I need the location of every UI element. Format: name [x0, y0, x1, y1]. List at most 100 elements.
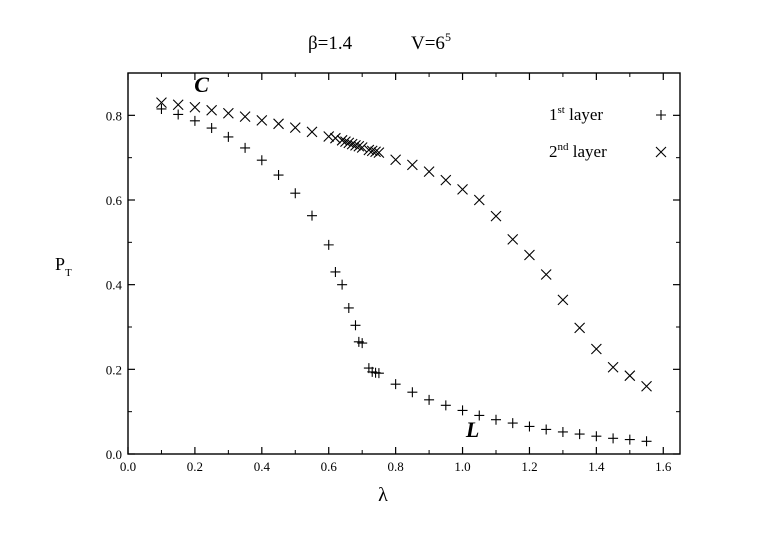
data-point [273, 118, 284, 130]
plot-frame [127, 72, 681, 455]
data-point [330, 266, 341, 277]
data-point [330, 132, 341, 144]
data-point [406, 159, 418, 171]
x-tick-label: 0.4 [254, 459, 271, 474]
data-point [343, 302, 354, 313]
data-point [540, 269, 552, 280]
x-tick-label: 1.4 [588, 459, 605, 474]
data-point [172, 99, 184, 111]
y-axis-label-sub: T [65, 267, 72, 279]
data-point [307, 210, 317, 221]
title-beta: β=1.4 [308, 33, 353, 54]
y-tick-label: 0.2 [106, 362, 122, 377]
x-tick-label: 1.6 [655, 459, 672, 474]
data-point [590, 343, 602, 355]
data-point [357, 338, 368, 349]
data-point [356, 142, 368, 153]
data-point [289, 122, 301, 133]
x-tick-label: 0.8 [388, 459, 404, 474]
y-tick-label: 0.6 [106, 193, 123, 208]
data-point [574, 322, 586, 334]
data-point [574, 429, 585, 440]
x-axis: 0.0 0.2 0.4 0.6 0.8 1.0 1.2 1.4 1.6 [120, 73, 672, 474]
data-point [222, 107, 234, 119]
data-point [457, 405, 468, 416]
y-tick-label: 0.4 [106, 278, 123, 293]
legend-marker [655, 146, 667, 158]
data-point [340, 136, 351, 147]
data-point [346, 138, 358, 150]
data-point [373, 147, 385, 158]
data-point [407, 387, 418, 398]
data-point [474, 410, 485, 421]
title-volume-base: V=6 [411, 33, 445, 54]
data-point [390, 379, 401, 390]
annotation-label: L [465, 417, 479, 442]
series-1 [156, 103, 652, 447]
data-point [189, 101, 201, 113]
y-tick-label: 0.8 [106, 108, 122, 123]
data-point [290, 188, 301, 199]
data-point [323, 239, 334, 250]
data-point [256, 155, 267, 166]
x-tick-label: 0.0 [120, 459, 136, 474]
data-point [337, 279, 348, 290]
x-axis-label: λ [378, 484, 388, 506]
data-point [624, 434, 635, 445]
data-point [473, 194, 485, 206]
chart-title: β=1.4 V=65 [308, 30, 451, 54]
data-point [353, 140, 365, 152]
data-point [189, 115, 200, 126]
title-volume-exp: 5 [445, 30, 451, 44]
annotation-layer: CL [194, 72, 479, 442]
data-point [350, 320, 361, 331]
x-tick-label: 1.0 [454, 459, 470, 474]
data-point [557, 294, 569, 306]
data-point [256, 115, 268, 126]
data-point [156, 103, 167, 114]
data-point [336, 134, 348, 146]
data-point [591, 431, 602, 442]
data-point [373, 368, 384, 379]
y-axis-label-main: P [55, 254, 65, 274]
data-point [607, 361, 619, 373]
data-point [424, 394, 435, 405]
data-point [524, 249, 535, 261]
data-point [173, 109, 184, 120]
data-point [541, 424, 552, 435]
data-point [273, 170, 284, 181]
y-axis: 0.0 0.2 0.4 0.6 0.8 [106, 108, 680, 462]
data-point [206, 123, 217, 134]
data-point [370, 146, 381, 158]
data-point [557, 426, 568, 437]
data-point [641, 380, 652, 392]
data-point [491, 414, 501, 425]
data-point [423, 166, 435, 178]
y-tick-label: 0.0 [106, 447, 122, 462]
data-point [608, 433, 619, 444]
data-point [366, 145, 378, 157]
data-point [239, 111, 251, 122]
x-tick-label: 0.2 [187, 459, 203, 474]
data-point [156, 97, 167, 109]
legend: 1st layer 2nd layer [549, 104, 667, 161]
data-point [206, 104, 218, 116]
series-layer [156, 97, 652, 447]
data-point [524, 421, 535, 432]
data-point [240, 142, 251, 153]
series-2 [156, 97, 652, 392]
data-point [306, 126, 318, 138]
legend-label: 1st layer [549, 104, 603, 124]
title-volume: V=65 [411, 30, 451, 54]
data-point [440, 400, 451, 411]
legend-marker [656, 110, 666, 120]
data-point [624, 370, 636, 382]
data-point [350, 140, 361, 151]
data-point [507, 418, 518, 429]
y-axis-label: PT [55, 254, 72, 279]
data-point [363, 144, 375, 156]
data-point [343, 137, 355, 149]
annotation-label: C [194, 72, 209, 97]
legend-label: 2nd layer [549, 141, 607, 161]
